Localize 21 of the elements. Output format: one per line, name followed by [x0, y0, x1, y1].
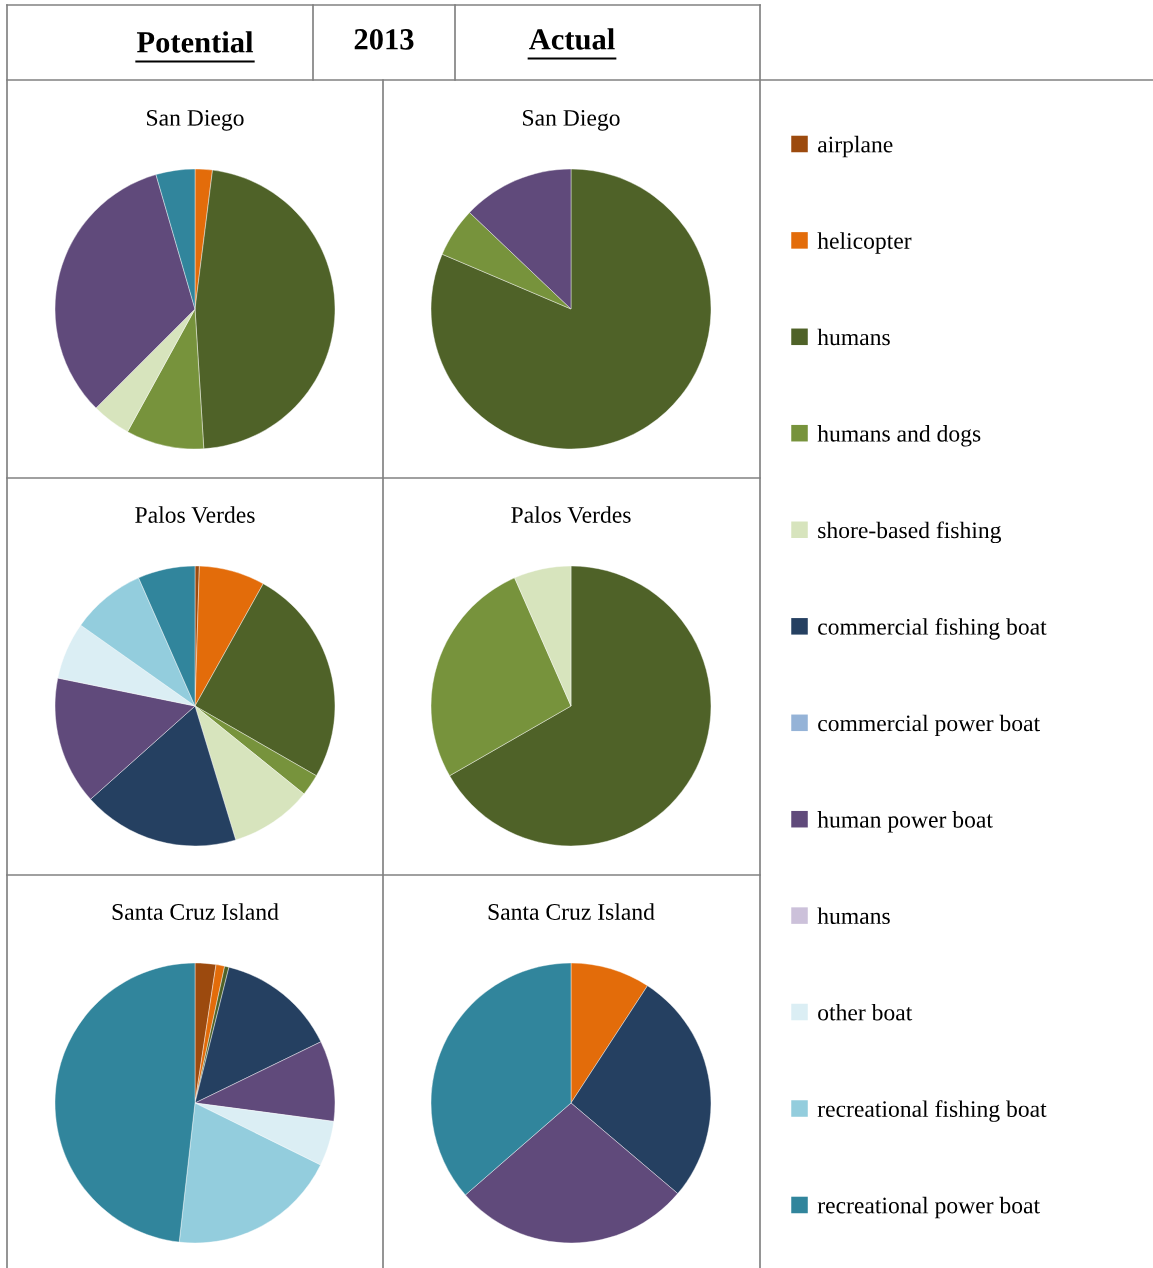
- chart-title: Santa Cruz Island: [112, 903, 279, 920]
- chart-title: Palos Verdes: [135, 506, 255, 524]
- text: Potential: [136, 31, 254, 53]
- legend-label: helicopter: [817, 232, 912, 254]
- legend-label: recreational fishing boat: [817, 1100, 1047, 1122]
- chart-title: Palos Verdes: [511, 506, 631, 524]
- chart-title: San Diego: [147, 109, 244, 131]
- legend-label: humans: [817, 907, 890, 925]
- legend-label: humans: [817, 328, 890, 346]
- chart-title: San Diego: [523, 109, 620, 131]
- legend-label: human power boat: [817, 811, 993, 833]
- legend-label: recreational power boat: [817, 1196, 1040, 1219]
- legend-label: commercial power boat: [818, 714, 1040, 737]
- text: Actual: [529, 28, 615, 50]
- legend-label: commercial fishing boat: [818, 617, 1047, 640]
- legend-label: airplane: [818, 135, 893, 158]
- legend-label: other boat: [818, 1003, 913, 1021]
- legend-label: humans and dogs: [817, 425, 981, 447]
- legend-label: shore-based fishing: [818, 521, 1002, 544]
- text: 2013: [354, 29, 414, 50]
- chart-title: Santa Cruz Island: [488, 903, 655, 920]
